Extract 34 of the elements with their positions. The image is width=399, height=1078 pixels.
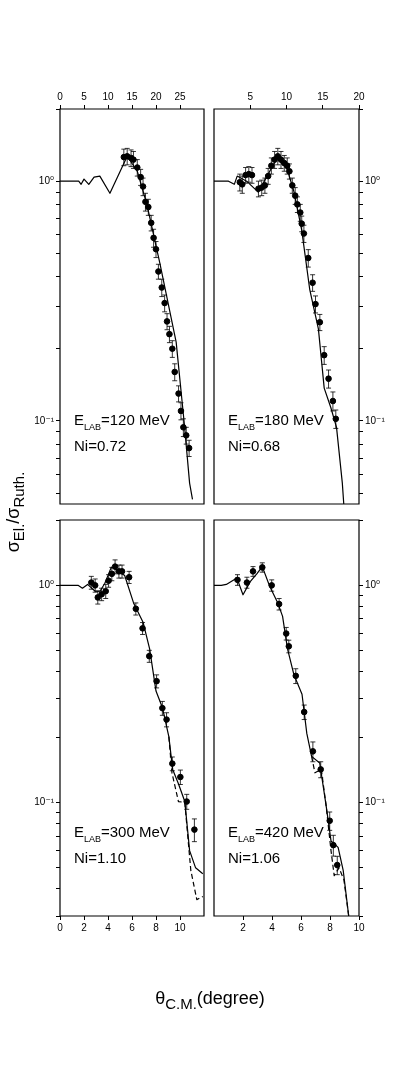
- x-tick-label: 10: [353, 921, 365, 933]
- x-tick-label: 0: [57, 921, 64, 933]
- x-tick-label: 6: [129, 921, 136, 933]
- x-tick-label: 2: [240, 921, 247, 933]
- x-tick-label: 20: [150, 90, 162, 102]
- y2-tick-label: 10⁻¹: [365, 796, 386, 808]
- y-tick-label: 10⁰: [38, 174, 54, 186]
- x-tick-label: 5: [81, 90, 88, 102]
- x-tick-label: 0: [57, 90, 64, 102]
- y2-tick-label: 10⁻¹: [365, 414, 386, 426]
- x-tick-label: 15: [317, 90, 329, 102]
- annotation: Ni=1.10: [74, 849, 127, 866]
- x-tick-label: 20: [353, 90, 365, 102]
- y-tick-label: 10⁻¹: [34, 796, 55, 808]
- x-tick-label: 10: [174, 921, 186, 933]
- x-tick-label: 2: [81, 921, 88, 933]
- x-tick-label: 10: [102, 90, 114, 102]
- y-tick-label: 10⁰: [38, 579, 54, 591]
- x-tick-label: 15: [126, 90, 138, 102]
- annotation: Ni=0.72: [74, 437, 127, 454]
- x-tick-label: 4: [269, 921, 276, 933]
- y-tick-label: 10⁻¹: [34, 414, 55, 426]
- x-tick-label: 10: [280, 90, 293, 102]
- y2-tick-label: 10⁰: [365, 174, 381, 186]
- x-tick-label: 5: [247, 90, 254, 102]
- annotation: Ni=1.06: [228, 849, 281, 866]
- y2-tick-label: 10⁰: [365, 579, 381, 591]
- x-tick-label: 4: [105, 921, 112, 933]
- x-tick-label: 6: [298, 921, 305, 933]
- x-axis-title: θ$_{C.M.}$(degree): [155, 988, 265, 1012]
- x-tick-label: 8: [153, 921, 160, 933]
- annotation: Ni=0.68: [228, 437, 281, 454]
- x-tick-label: 25: [174, 90, 186, 102]
- x-tick-label: 8: [327, 921, 334, 933]
